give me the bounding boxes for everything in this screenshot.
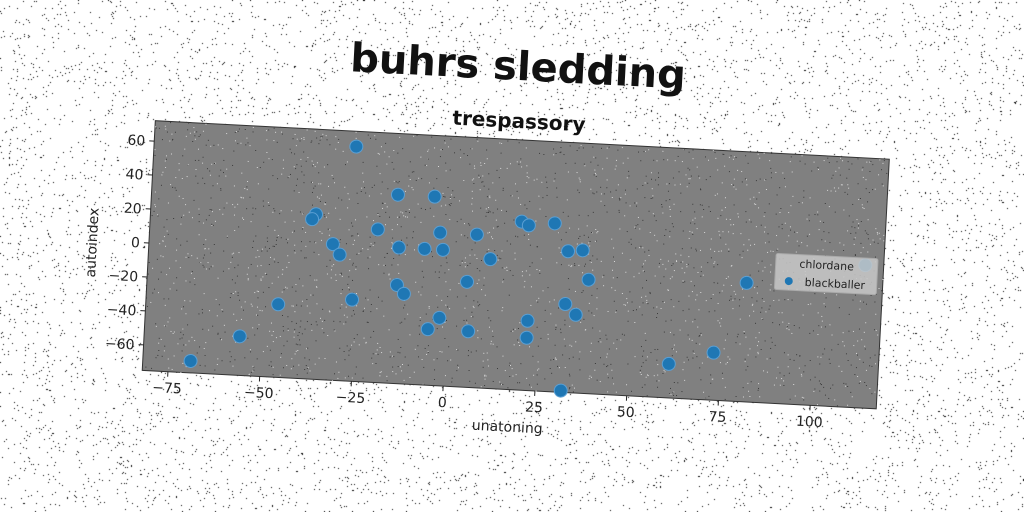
scatter-point [582,273,596,287]
scatter-point [436,243,450,257]
scatter-point [428,190,442,204]
scatter-point [433,226,447,240]
scatter-point [662,357,676,371]
scatter-point [576,244,590,258]
y-tick-label: −60 [105,336,135,354]
y-tick-label: −20 [108,268,138,286]
scatter-point [470,228,484,242]
x-tick-label: 0 [437,395,447,411]
x-axis-label: unatoning [471,418,543,438]
plot-group: −75 −50 −25 0 25 50 75 100 −60 −40 −20 0 20 40 60 chlo… [76,117,890,454]
scatter-point [548,217,562,231]
scatter-point [707,346,721,360]
scatter-point [569,308,583,322]
y-tick-label: −40 [106,302,136,320]
scatter-point [333,248,347,262]
x-tick-label: 50 [616,404,635,421]
scatter-point [522,219,536,233]
scatter-point [433,311,447,325]
scatter-point [345,293,359,307]
scatter-point [391,188,405,202]
scatter-point [397,287,411,301]
scatter-point [521,314,535,328]
scatter-point [305,212,319,226]
scatter-point [233,329,247,343]
legend: chlordane blackballer [774,253,878,294]
scatter-point [371,223,385,237]
scatter-point [350,140,364,154]
scatter-point [520,331,534,345]
scatter-point [740,276,754,290]
scatter-point [558,297,572,311]
scatter-point [554,384,568,398]
scatter-point [483,252,497,266]
scatter-point [561,244,575,258]
y-tick-label: 60 [127,133,146,150]
scatter-point [271,297,285,311]
scatter-point [418,242,432,256]
scatter-point [421,322,435,336]
scatter-point [184,354,198,368]
x-tick-label: −50 [244,385,274,403]
scatter-point [461,324,475,338]
y-tick-label: 20 [123,201,142,218]
scatter-point [460,275,474,289]
scatter-point [392,241,406,255]
x-tick-label: −75 [152,380,182,398]
y-tick-label: 40 [125,167,144,184]
chart-title: buhrs sledding [349,35,687,99]
x-tick-label: 100 [796,414,824,431]
y-axis-label: autoindex [83,207,103,278]
chart-subtitle: trespassory [452,106,586,137]
x-tick-label: 25 [525,399,544,416]
x-tick-label: −25 [335,390,365,408]
y-tick-label: 0 [131,235,141,251]
x-tick-label: 75 [708,409,727,426]
